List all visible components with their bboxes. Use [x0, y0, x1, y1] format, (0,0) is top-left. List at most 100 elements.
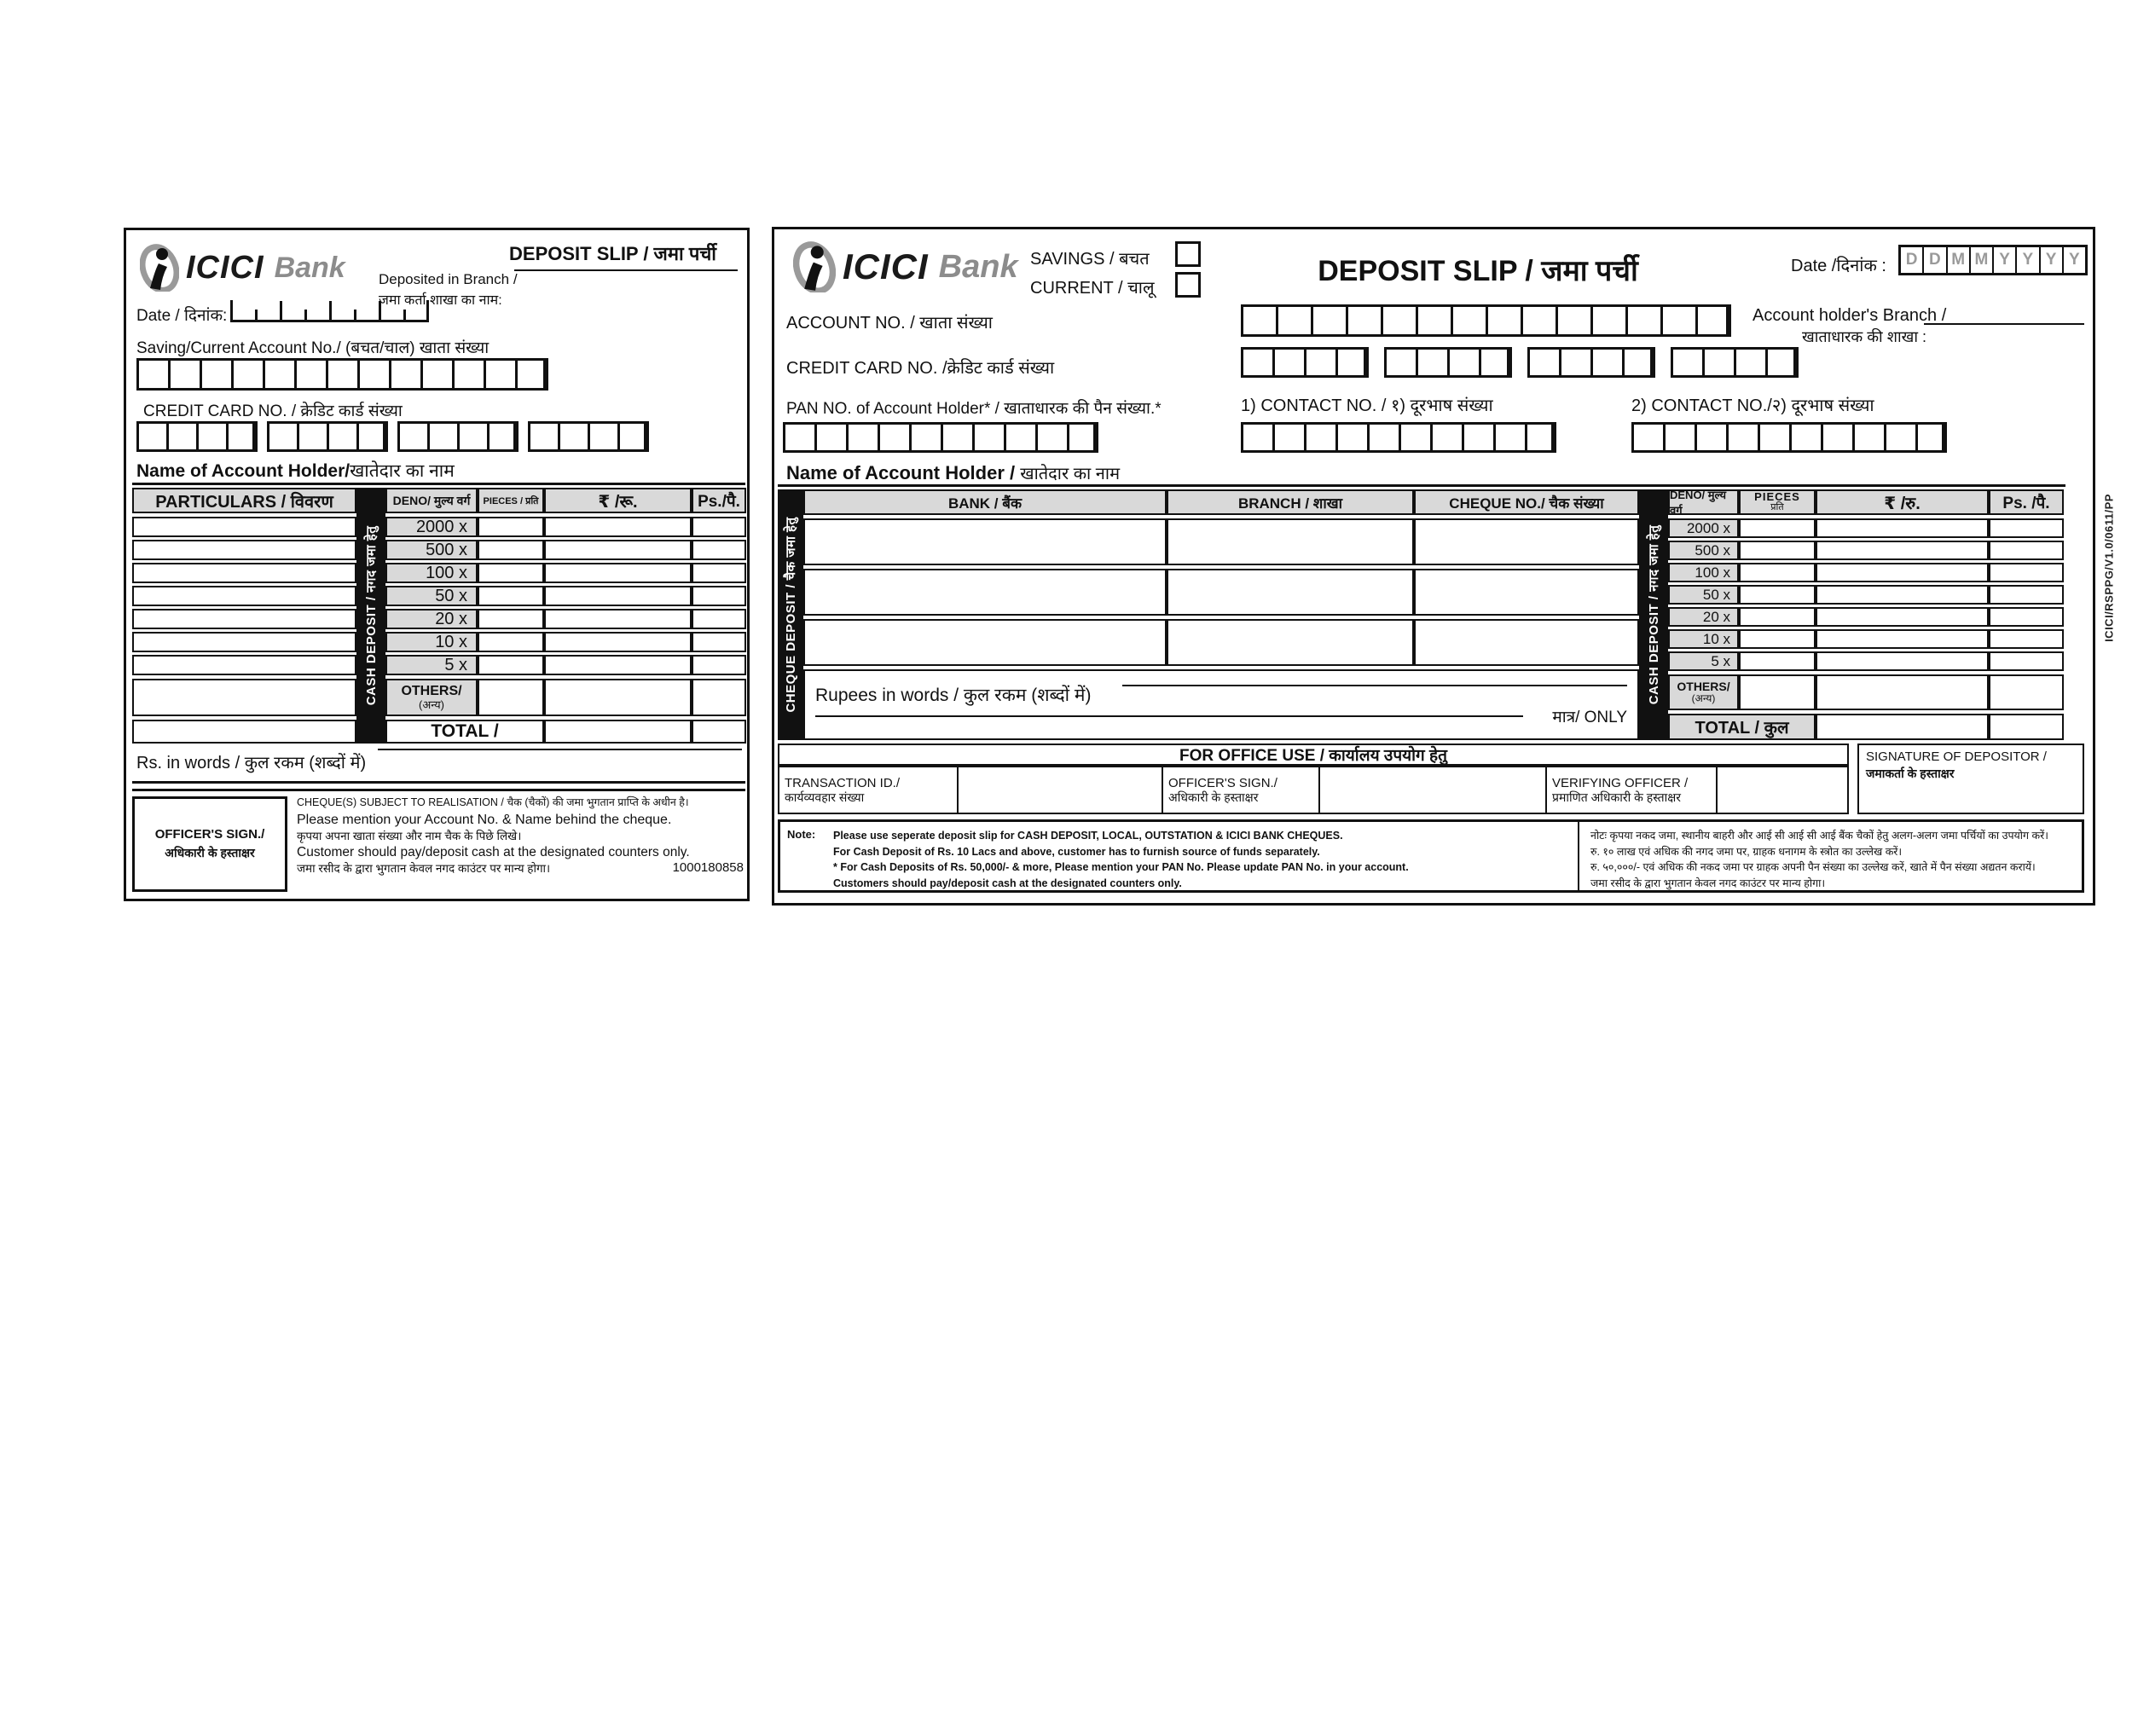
- paise-cell[interactable]: [692, 679, 746, 716]
- credit-card-boxes-group3[interactable]: [1527, 347, 1655, 378]
- pieces-cell[interactable]: [1739, 651, 1816, 671]
- rs-in-words-field[interactable]: [378, 749, 742, 750]
- credit-card-boxes-group4[interactable]: [1671, 347, 1799, 378]
- paise-cell[interactable]: [692, 517, 746, 537]
- branch-cell[interactable]: [1167, 569, 1414, 616]
- pieces-cell[interactable]: [478, 540, 544, 560]
- paise-cell[interactable]: [692, 563, 746, 583]
- paise-cell[interactable]: [1989, 541, 2064, 560]
- cheque-no-cell[interactable]: [1414, 569, 1639, 616]
- rupees-cell[interactable]: [544, 540, 692, 560]
- verifying-officer-field[interactable]: [1716, 766, 1849, 814]
- pieces-cell[interactable]: [1739, 563, 1816, 582]
- particulars-cell[interactable]: [132, 517, 356, 537]
- bank-cell[interactable]: [803, 619, 1167, 666]
- rupees-cell[interactable]: [544, 586, 692, 606]
- particulars-cell[interactable]: [132, 655, 356, 675]
- particulars-cell[interactable]: [132, 632, 356, 652]
- paise-cell[interactable]: [692, 609, 746, 629]
- paise-cell[interactable]: [1989, 518, 2064, 538]
- rupees-cell[interactable]: [544, 632, 692, 652]
- pieces-cell[interactable]: [478, 586, 544, 606]
- rupees-cell[interactable]: [544, 517, 692, 537]
- contact1-boxes[interactable]: [1241, 422, 1556, 453]
- paise-total-cell[interactable]: [1989, 714, 2064, 740]
- particulars-cell[interactable]: [132, 609, 356, 629]
- paise-cell[interactable]: [1989, 585, 2064, 605]
- total-label: TOTAL / कुल: [1668, 714, 1816, 740]
- deposited-branch-field[interactable]: [514, 269, 738, 271]
- rupees-cell[interactable]: [1816, 629, 1989, 649]
- paise-cell[interactable]: [692, 540, 746, 560]
- branch-cell[interactable]: [1167, 518, 1414, 565]
- pieces-cell[interactable]: [478, 679, 544, 716]
- savings-checkbox[interactable]: [1175, 241, 1201, 267]
- paise-cell[interactable]: [1989, 629, 2064, 649]
- pieces-cell[interactable]: [478, 563, 544, 583]
- cheque-no-cell[interactable]: [1414, 619, 1639, 666]
- credit-card-boxes-group3[interactable]: [397, 421, 519, 452]
- branch-cell[interactable]: [1167, 619, 1414, 666]
- rupees-cell[interactable]: [1816, 518, 1989, 538]
- credit-card-boxes-group1[interactable]: [136, 421, 258, 452]
- rupees-cell[interactable]: [1816, 651, 1989, 671]
- pieces-cell[interactable]: [478, 655, 544, 675]
- pieces-cell[interactable]: [478, 609, 544, 629]
- rupees-cell[interactable]: [1816, 607, 1989, 627]
- paise-cell[interactable]: [1989, 563, 2064, 582]
- officer-sign-box[interactable]: OFFICER'S SIGN./ अधिकारी के हस्ताक्षर: [132, 796, 287, 892]
- current-checkbox[interactable]: [1175, 272, 1201, 298]
- icici-person-logo-icon: [793, 241, 836, 292]
- particulars-cell[interactable]: [132, 720, 356, 744]
- date-comb-field[interactable]: [230, 300, 429, 322]
- particulars-cell[interactable]: [132, 563, 356, 583]
- pieces-cell[interactable]: [1739, 541, 1816, 560]
- rupees-total-cell[interactable]: [1816, 714, 1989, 740]
- pieces-cell[interactable]: [1739, 629, 1816, 649]
- credit-card-boxes-group4[interactable]: [528, 421, 649, 452]
- paise-cell[interactable]: [1989, 651, 2064, 671]
- rupees-cell[interactable]: [544, 679, 692, 716]
- pan-number-boxes[interactable]: [783, 422, 1098, 453]
- rupees-cell[interactable]: [1816, 563, 1989, 582]
- signature-of-depositor-box[interactable]: SIGNATURE OF DEPOSITOR / जमाकर्ता के हस्…: [1857, 744, 2084, 814]
- rupees-cell[interactable]: [1816, 541, 1989, 560]
- paise-cell[interactable]: [1989, 607, 2064, 627]
- particulars-cell[interactable]: [132, 540, 356, 560]
- credit-card-boxes-group2[interactable]: [1384, 347, 1512, 378]
- particulars-cell[interactable]: [132, 586, 356, 606]
- rupees-cell[interactable]: [544, 655, 692, 675]
- rs-in-words-label: Rs. in words / कुल रकम (शब्दों में): [136, 754, 367, 773]
- cheque-no-cell[interactable]: [1414, 518, 1639, 565]
- transaction-id-field[interactable]: [957, 766, 1163, 814]
- pieces-cell[interactable]: [1739, 518, 1816, 538]
- bank-cell[interactable]: [803, 518, 1167, 565]
- credit-card-boxes-group2[interactable]: [267, 421, 388, 452]
- rupees-cell[interactable]: [544, 609, 692, 629]
- paise-cell[interactable]: [692, 655, 746, 675]
- bank-cell[interactable]: [803, 569, 1167, 616]
- paise-cell[interactable]: [692, 632, 746, 652]
- pieces-cell[interactable]: [1739, 607, 1816, 627]
- officer-sign-field[interactable]: [1318, 766, 1547, 814]
- rupees-total-cell[interactable]: [544, 720, 692, 744]
- account-branch-field[interactable]: [1924, 323, 2084, 325]
- account-number-boxes[interactable]: [1241, 304, 1731, 337]
- paise-cell[interactable]: [692, 586, 746, 606]
- rupees-cell[interactable]: [1816, 585, 1989, 605]
- credit-card-boxes-group1[interactable]: [1241, 347, 1369, 378]
- contact2-boxes[interactable]: [1631, 422, 1947, 453]
- paise-cell[interactable]: [1989, 674, 2064, 710]
- pieces-cell[interactable]: [1739, 674, 1816, 710]
- rupees-in-words-field2[interactable]: [815, 715, 1523, 717]
- pieces-cell[interactable]: [478, 632, 544, 652]
- rupees-cell[interactable]: [544, 563, 692, 583]
- pieces-cell[interactable]: [478, 517, 544, 537]
- rupees-in-words-field[interactable]: [1122, 685, 1627, 686]
- account-number-boxes[interactable]: [136, 358, 548, 391]
- rupees-cell[interactable]: [1816, 674, 1989, 710]
- particulars-cell[interactable]: [132, 679, 356, 716]
- paise-total-cell[interactable]: [692, 720, 746, 744]
- pieces-cell[interactable]: [1739, 585, 1816, 605]
